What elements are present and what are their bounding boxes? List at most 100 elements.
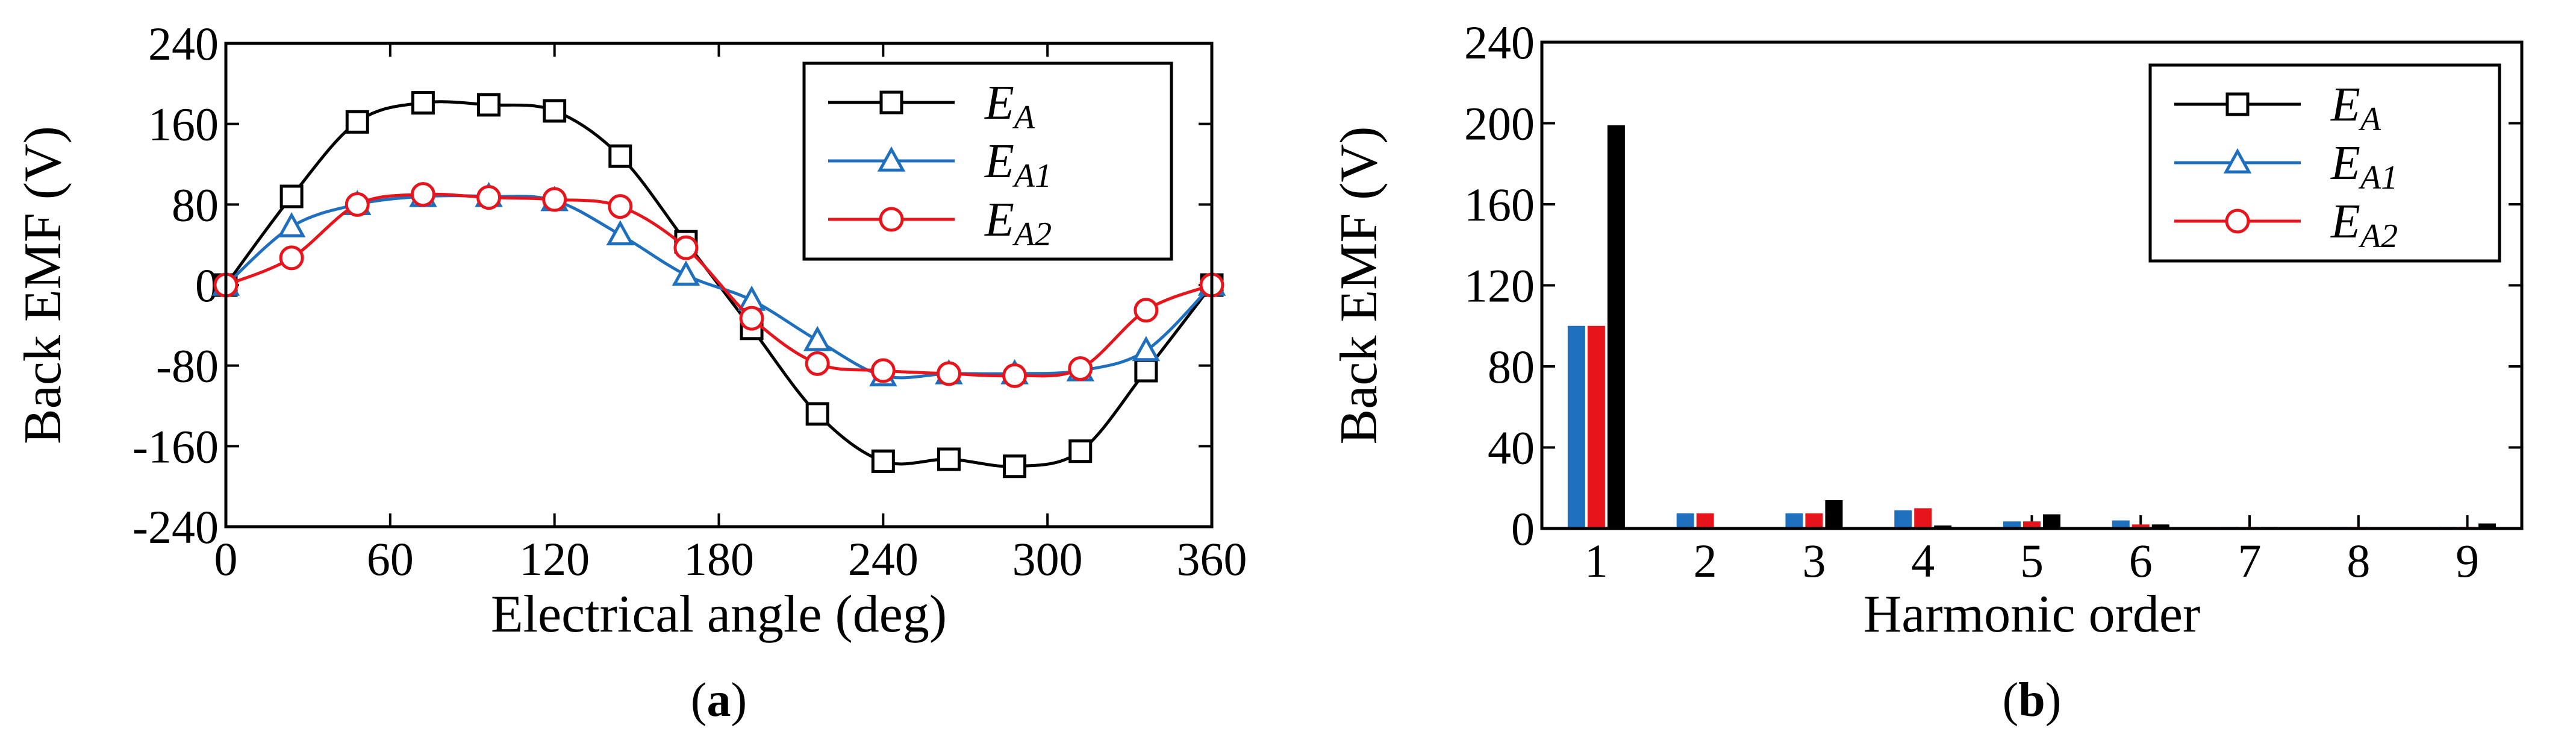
y-tick-label: -80 [156, 340, 219, 392]
bar-E_A1-h2 [1676, 513, 1694, 529]
y-axis-label: Back EMF (V) [14, 126, 72, 444]
y-axis-label: Back EMF (V) [1330, 127, 1388, 445]
legend-marker [2225, 92, 2250, 116]
data-point [543, 99, 567, 123]
bar-E_A1-h5 [2003, 521, 2021, 529]
data-point [1068, 439, 1093, 463]
x-tick-label: 0 [214, 533, 238, 585]
x-tick-label: 4 [1911, 535, 1935, 587]
bar-E_A2-h2 [1696, 513, 1714, 529]
y-tick-label: 240 [148, 17, 219, 70]
legend-label-subscript: A1 [2358, 159, 2398, 196]
bar-E_A2-h3 [1805, 513, 1823, 529]
series-line [225, 194, 1213, 380]
x-tick-label: 120 [519, 533, 590, 585]
x-axis-label: Harmonic order [1863, 585, 2201, 644]
x-tick-label: 5 [2020, 535, 2044, 587]
data-point [1002, 363, 1028, 388]
data-point [410, 182, 435, 207]
y-tick-label: 40 [1488, 422, 1535, 474]
legend-label-subscript: A2 [2358, 218, 2398, 255]
data-point [871, 449, 895, 473]
y-tick-label: -160 [133, 420, 219, 472]
data-point [1134, 359, 1158, 383]
legend-marker [2223, 148, 2252, 174]
data-point [870, 358, 896, 383]
data-point [345, 192, 370, 217]
data-point [279, 184, 304, 209]
data-point [411, 91, 435, 115]
y-tick-label: 80 [1488, 340, 1535, 393]
caption-a: (a) [691, 674, 747, 727]
data-point [606, 220, 635, 246]
legend-marker [879, 207, 904, 232]
bar-E_A-h4 [1934, 525, 1952, 529]
bar-E_A-h3 [1825, 500, 1843, 529]
legend-label-subscript: A [1012, 99, 1035, 136]
data-point [477, 93, 501, 117]
data-point [1132, 336, 1161, 362]
y-tick-label: 200 [1464, 98, 1535, 150]
x-tick-label: 300 [1012, 533, 1083, 585]
data-point [476, 185, 502, 210]
legend-entry: EA2 [2174, 195, 2398, 255]
legend-marker [879, 90, 903, 114]
x-tick-label: 180 [684, 533, 754, 585]
x-axis-label: Electrical angle (deg) [491, 585, 947, 644]
data-point [1003, 454, 1027, 478]
x-tick-label: 7 [2238, 535, 2262, 587]
caption-letter: b [2018, 674, 2045, 727]
legend-label: EA2 [2330, 195, 2398, 255]
data-point [805, 402, 829, 426]
data-point [608, 144, 632, 168]
data-point [279, 245, 304, 271]
x-tick-label: 8 [2347, 535, 2370, 587]
y-tick-label: 120 [1464, 260, 1535, 312]
bar-E_A1-h1 [1567, 325, 1585, 529]
bar-E_A1-h6 [2112, 520, 2130, 529]
data-point [277, 212, 306, 237]
data-point [739, 306, 764, 331]
data-point [1068, 356, 1093, 381]
y-tick-label: -240 [133, 501, 219, 553]
y-tick-label: 80 [172, 178, 219, 231]
data-point [345, 110, 369, 134]
bar-E_A-h9 [2478, 523, 2496, 529]
legend-label-subscript: A2 [1012, 216, 1052, 253]
caption-b: (b) [2003, 674, 2062, 727]
bar-E_A1-h4 [1894, 510, 1912, 529]
data-point [608, 194, 633, 219]
x-tick-label: 360 [1177, 533, 1247, 585]
x-tick-label: 3 [1802, 535, 1826, 587]
data-point [672, 260, 700, 286]
data-point [805, 351, 830, 376]
data-point [542, 187, 567, 212]
x-tick-label: 6 [2129, 535, 2153, 587]
y-tick-label: 160 [148, 98, 219, 151]
plot-frame [224, 42, 1214, 529]
x-tick-label: 9 [2456, 535, 2479, 587]
legend-marker [877, 146, 906, 172]
bar-E_A2-h1 [1587, 325, 1605, 529]
data-point [1134, 298, 1159, 323]
data-point [936, 361, 961, 386]
y-tick-label: 160 [1464, 178, 1535, 231]
plot-frame [1540, 40, 2524, 530]
bar-E_A2-h5 [2023, 521, 2041, 529]
bar-E_A-h6 [2151, 524, 2169, 529]
y-tick-label: 240 [1464, 16, 1535, 69]
legend-label-subscript: A1 [1012, 157, 1052, 195]
data-point [937, 447, 961, 471]
bar-E_A2-h4 [1914, 508, 1932, 529]
x-tick-label: 60 [367, 533, 414, 585]
x-tick-label: 240 [848, 533, 918, 585]
caption-letter: a [707, 674, 731, 727]
bar-E_A-h1 [1607, 125, 1625, 529]
data-point [673, 235, 699, 260]
bar-E_A2-h6 [2132, 524, 2150, 529]
